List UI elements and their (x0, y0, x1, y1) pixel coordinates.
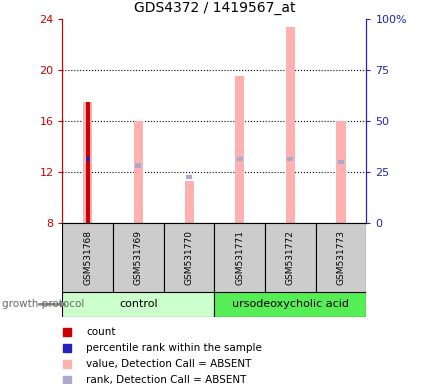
Bar (236, 157, 242, 161)
Bar (336, 121, 345, 223)
Text: count: count (86, 327, 115, 337)
Bar (264, 223, 315, 292)
Text: GSM531768: GSM531768 (83, 230, 92, 285)
Bar (186, 175, 192, 179)
Bar (214, 292, 366, 317)
Text: GSM531772: GSM531772 (285, 230, 294, 285)
Bar (135, 164, 141, 167)
Bar (315, 223, 366, 292)
Bar (235, 76, 244, 223)
Title: GDS4372 / 1419567_at: GDS4372 / 1419567_at (133, 2, 295, 15)
Bar (163, 223, 214, 292)
Bar (285, 27, 294, 223)
Text: GSM531771: GSM531771 (235, 230, 244, 285)
Text: GSM531769: GSM531769 (134, 230, 143, 285)
Text: percentile rank within the sample: percentile rank within the sample (86, 343, 261, 353)
Bar (113, 223, 163, 292)
Text: value, Detection Call = ABSENT: value, Detection Call = ABSENT (86, 359, 251, 369)
Bar (62, 223, 113, 292)
Text: control: control (119, 299, 157, 310)
Text: GSM531770: GSM531770 (184, 230, 193, 285)
Bar (62, 292, 214, 317)
Text: ursodeoxycholic acid: ursodeoxycholic acid (231, 299, 348, 310)
Text: rank, Detection Call = ABSENT: rank, Detection Call = ABSENT (86, 374, 246, 384)
Bar (337, 160, 343, 164)
Bar (86, 102, 89, 223)
Bar (83, 102, 92, 223)
Bar (86, 157, 89, 161)
Bar (134, 121, 143, 223)
Bar (287, 157, 293, 161)
Text: growth protocol: growth protocol (2, 299, 84, 310)
Text: GSM531773: GSM531773 (336, 230, 345, 285)
Bar (214, 223, 264, 292)
Bar (184, 181, 193, 223)
